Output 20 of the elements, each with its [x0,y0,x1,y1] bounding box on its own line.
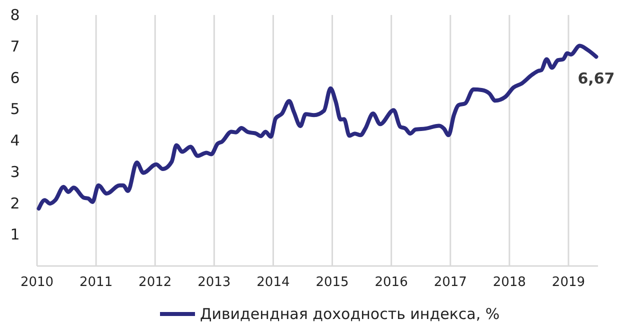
legend-label: Дивидендная доходность индекса, % [200,305,500,323]
x-tick-label: 2014 [256,275,290,290]
y-tick-label: 1 [10,226,20,244]
y-tick-label: 4 [10,132,20,150]
x-tick-label: 2019 [552,275,586,290]
y-tick-label: 7 [10,37,20,56]
x-tick-label: 2018 [492,275,526,290]
x-tick-label: 2010 [20,275,54,290]
y-tick-label: 3 [10,162,20,181]
annotation: 6,67 [578,70,615,88]
x-tick-label: 2011 [80,275,113,290]
x-tick-label: 2013 [198,275,231,290]
y-tick-label: 6 [10,68,20,87]
y-tick-label: 5 [10,100,20,118]
x-tick-label: 2012 [138,275,172,290]
x-tick-label: 2016 [374,275,408,290]
x-tick-label: 2017 [434,275,467,290]
y-tick-label: 2 [10,194,20,212]
y-tick-label: 8 [10,6,20,24]
x-tick-label: 2015 [316,275,349,290]
